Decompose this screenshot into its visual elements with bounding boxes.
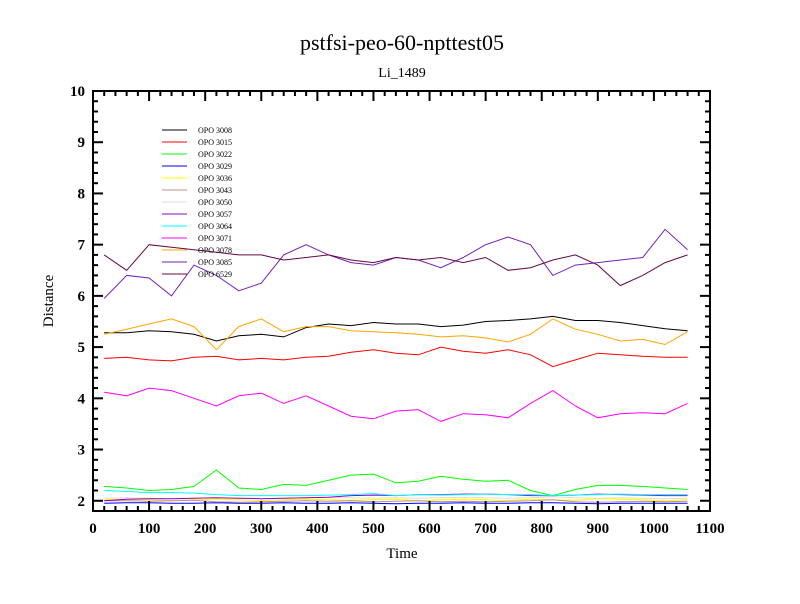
y-tick-label: 9 (78, 135, 86, 151)
legend-item: OPO 3078 (162, 246, 232, 255)
y-tick-label: 5 (78, 340, 86, 356)
legend-item: OPO 3057 (162, 210, 232, 219)
y-tick-label: 2 (78, 494, 86, 510)
legend-item: OPO 3022 (162, 150, 232, 159)
series-line-opo-3036 (104, 498, 688, 502)
legend-item: OPO 6529 (162, 270, 232, 279)
legend-item: OPO 3064 (162, 222, 232, 231)
x-tick-label: 300 (250, 521, 273, 537)
y-tick-label: 10 (70, 84, 85, 100)
axes: 0 100 200 300 400 500 600 700 800 900 1000 1100 2 3 4 5… (70, 84, 725, 537)
legend-label: OPO 3022 (198, 150, 232, 159)
series-line-opo-3071 (104, 387, 688, 422)
x-tick-label: 500 (362, 521, 385, 537)
series-line-opo-3064 (104, 490, 688, 497)
series-line-opo-3022 (104, 469, 688, 497)
y-tick-label: 6 (78, 289, 86, 305)
x-tick-label: 100 (138, 521, 161, 537)
x-tick-label: 600 (418, 521, 441, 537)
legend-label: OPO 3057 (198, 210, 232, 219)
series-line-opo-3029 (104, 502, 688, 505)
legend-label: OPO 3064 (198, 222, 232, 231)
x-tick-label: 900 (587, 521, 610, 537)
legend-label: OPO 3036 (198, 174, 232, 183)
legend-item: OPO 3085 (162, 258, 232, 267)
x-axis-label: Time (386, 546, 417, 562)
legend-item: OPO 3008 (162, 126, 232, 135)
y-tick-label: 7 (78, 238, 86, 254)
y-tick-label: 3 (78, 443, 86, 459)
x-tick-label: 200 (194, 521, 217, 537)
x-tick-label: 700 (474, 521, 497, 537)
x-tick-label: 800 (530, 521, 553, 537)
y-axis-label: Distance (41, 274, 57, 327)
legend-label: OPO 3078 (198, 246, 232, 255)
chart-title: pstfsi-peo-60-npttest05 (300, 30, 504, 55)
y-tick-label: 8 (78, 186, 86, 202)
x-tick-label: 1000 (639, 521, 669, 537)
legend-item: OPO 3029 (162, 162, 232, 171)
legend-label: OPO 3008 (198, 126, 232, 135)
series-line-opo-3043 (104, 499, 688, 503)
x-tick-label: 400 (306, 521, 329, 537)
series-layer (103, 228, 688, 505)
legend-item: OPO 3050 (162, 198, 232, 207)
legend: OPO 3008 OPO 3015 OPO 3022 OPO 3029 OPO 3036… (162, 126, 232, 279)
series-line-opo-3008 (104, 315, 688, 342)
legend-item: OPO 3015 (162, 138, 232, 147)
chart-subtitle: Li_1489 (378, 66, 425, 81)
legend-item: OPO 3043 (162, 186, 232, 195)
x-tick-label: 1100 (695, 521, 724, 537)
legend-label: OPO 3085 (198, 258, 232, 267)
legend-label: OPO 3015 (198, 138, 232, 147)
legend-label: OPO 3071 (198, 234, 232, 243)
series-line-opo-3015 (104, 346, 688, 368)
legend-item: OPO 3071 (162, 234, 232, 243)
series-line-opo-3078 (104, 318, 688, 351)
x-tick-label: 0 (89, 521, 97, 537)
legend-label: OPO 3029 (198, 162, 232, 171)
y-tick-label: 4 (78, 391, 86, 407)
legend-item: OPO 3036 (162, 174, 232, 183)
plot-frame (92, 90, 711, 512)
legend-label: OPO 6529 (198, 270, 232, 279)
legend-label: OPO 3050 (198, 198, 232, 207)
series-line-opo-6529 (103, 244, 688, 287)
legend-label: OPO 3043 (198, 186, 232, 195)
